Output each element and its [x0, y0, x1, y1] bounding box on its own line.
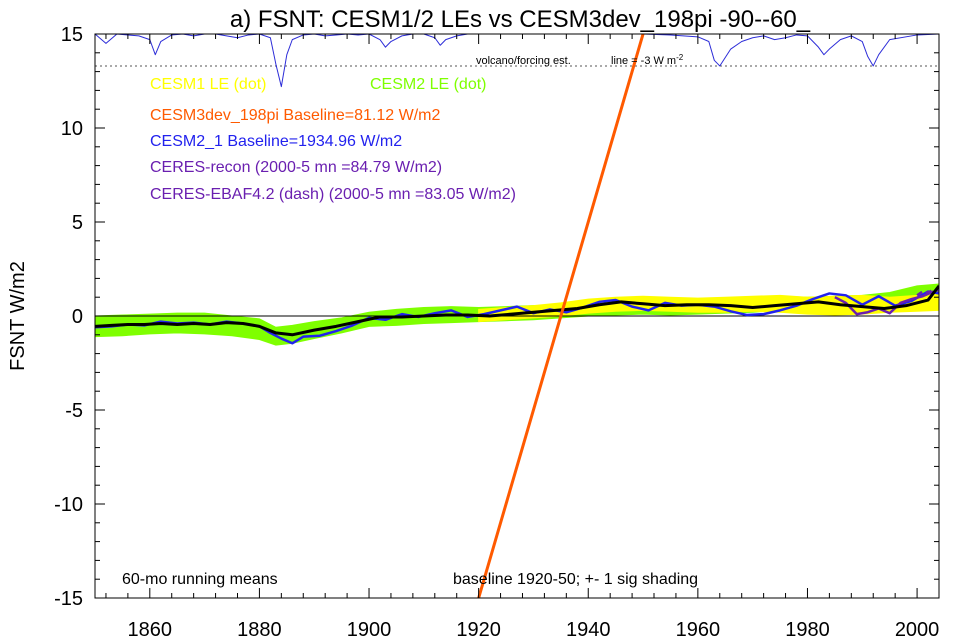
- baseline-note: baseline 1920-50; +- 1 sig shading: [453, 571, 698, 588]
- legend-cesm3dev: CESM3dev_198pi Baseline=81.12 W/m2: [150, 107, 440, 124]
- legend-cesm2-le: CESM2 LE (dot): [370, 76, 486, 93]
- y-tick-label: -5: [65, 400, 83, 422]
- y-tick-label: -15: [54, 588, 83, 610]
- line-ceres-recon-2000-5-mn-84-79-w-m2: [834, 290, 935, 316]
- legend: CESM1 LE (dot) CESM2 LE (dot) CESM3dev_1…: [150, 76, 516, 203]
- x-tick-label: 1880: [237, 619, 282, 641]
- legend-cesm1-le: CESM1 LE (dot): [150, 76, 266, 93]
- line-cesm3dev-198pi-baseline-81-12-w-m2: [477, 34, 645, 598]
- y-tick-label: 10: [61, 118, 83, 140]
- y-tick-label: 15: [61, 24, 83, 46]
- x-tick-label: 1920: [456, 619, 501, 641]
- line-ensemble-mean: [95, 284, 939, 337]
- axes-layer: 1860 1880 1900 1920 1940 1960 1980 2000 -15 -10 -5…: [54, 24, 940, 641]
- x-tick-label: 1860: [128, 619, 173, 641]
- running-means-note: 60-mo running means: [122, 571, 278, 588]
- legend-ceres-recon: CERES-recon (2000-5 mn =84.79 W/m2): [150, 159, 442, 176]
- x-tick-label: 1900: [347, 619, 392, 641]
- y-axis-label: FSNT W/m2: [7, 261, 29, 371]
- volcano-line-note-sup: -2: [676, 53, 684, 62]
- line-volcano-forcing: [95, 34, 939, 88]
- legend-ceres-ebaf: CERES-EBAF4.2 (dash) (2000-5 mn =83.05 W…: [150, 186, 516, 203]
- x-tick-label: 2000: [895, 619, 940, 641]
- y-tick-label: -10: [54, 494, 83, 516]
- lines-layer: [95, 34, 939, 598]
- chart-title: a) FSNT: CESM1/2 LEs vs CESM3dev_198pi -…: [230, 6, 811, 33]
- y-tick-label: 5: [72, 212, 83, 234]
- volcano-line-note-text: line = -3 W m: [611, 55, 676, 67]
- legend-cesm2-1: CESM2_1 Baseline=1934.96 W/m2: [150, 133, 402, 150]
- y-tick-label: 0: [72, 306, 83, 328]
- reference-lines-layer: [95, 65, 939, 317]
- x-tick-label: 1940: [566, 619, 611, 641]
- volcano-note: volcano/forcing est.: [476, 55, 571, 67]
- x-tick-label: 1960: [676, 619, 721, 641]
- x-tick-label: 1980: [785, 619, 830, 641]
- volcano-line-note: line = -3 W m-2: [611, 53, 684, 67]
